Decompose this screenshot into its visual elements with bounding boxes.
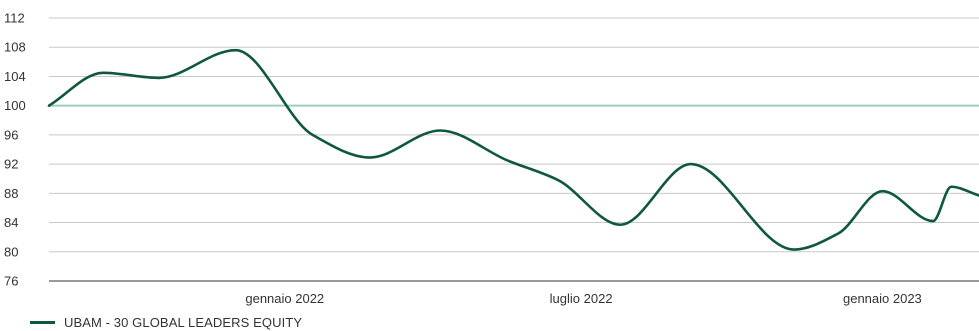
y-tick-label-112: 112 xyxy=(4,11,25,26)
y-tick-label-80: 80 xyxy=(4,244,18,259)
y-tick-label-84: 84 xyxy=(4,215,18,230)
y-tick-label-100: 100 xyxy=(4,98,26,113)
line-chart: 76 80 84 88 92 96 100 104 108 112 gennaio 2022 lug… xyxy=(4,11,979,306)
y-tick-label-96: 96 xyxy=(4,127,18,142)
y-tick-label-88: 88 xyxy=(4,186,18,201)
y-tick-label-76: 76 xyxy=(4,274,18,289)
x-tick-label-1: luglio 2022 xyxy=(550,291,613,306)
y-axis-tick-labels: 76 80 84 88 92 96 100 104 108 112 xyxy=(4,11,26,289)
y-tick-label-108: 108 xyxy=(4,40,26,55)
x-tick-label-2: gennaio 2023 xyxy=(843,291,922,306)
series-line-ubam-30-global-leaders-equity xyxy=(47,48,979,251)
legend-swatch xyxy=(30,320,55,324)
x-tick-label-0: gennaio 2022 xyxy=(245,291,324,306)
y-tick-label-104: 104 xyxy=(4,69,26,84)
y-tick-label-92: 92 xyxy=(4,157,18,172)
legend: UBAM - 30 GLOBAL LEADERS EQUITY xyxy=(30,314,302,330)
legend-label: UBAM - 30 GLOBAL LEADERS EQUITY xyxy=(64,314,303,330)
x-axis-tick-labels: gennaio 2022 luglio 2022 gennaio 2023 xyxy=(245,291,921,306)
gridlines xyxy=(49,17,979,253)
